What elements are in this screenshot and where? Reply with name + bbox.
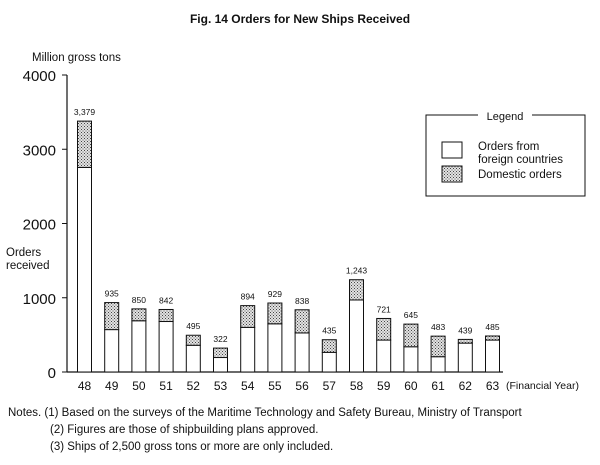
x-tick-label: 56 xyxy=(295,379,309,393)
legend-swatch-foreign xyxy=(441,141,463,159)
bar-domestic xyxy=(77,120,92,168)
legend: Legend Orders from foreign countries Dom… xyxy=(425,108,586,197)
legend-swatch-domestic xyxy=(441,165,463,183)
x-tick-label: 58 xyxy=(350,379,364,393)
bar-foreign xyxy=(403,346,419,373)
bar-foreign xyxy=(349,299,364,373)
bar-total-label: 645 xyxy=(404,310,418,320)
bar-domestic xyxy=(267,302,283,325)
bar-domestic xyxy=(158,308,174,323)
y-axis-label-line2: received xyxy=(6,260,49,272)
bar-domestic xyxy=(403,323,419,348)
x-tick-label: 54 xyxy=(241,379,255,393)
y-tick-label: 4000 xyxy=(23,68,56,85)
bar-domestic xyxy=(131,308,147,322)
bar-total-label: 495 xyxy=(186,321,200,331)
x-tick-label: 50 xyxy=(132,379,146,393)
bar-domestic xyxy=(185,334,201,346)
bar-total-label: 485 xyxy=(485,322,499,332)
x-axis-label: (Financial Year) xyxy=(506,380,579,392)
x-tick-label: 55 xyxy=(268,379,282,393)
bar-total-label: 3,379 xyxy=(74,107,96,117)
x-tick-label: 62 xyxy=(459,379,473,393)
bar-foreign xyxy=(104,329,120,373)
bar-total-label: 929 xyxy=(268,289,282,299)
bar-foreign xyxy=(213,357,228,373)
notes: Notes. (1) Based on the surveys of the M… xyxy=(8,405,522,456)
bar-foreign xyxy=(131,320,147,373)
bar-foreign xyxy=(376,339,392,373)
bar-domestic xyxy=(376,317,392,341)
x-tick-label: 59 xyxy=(377,379,391,393)
x-tick-label: 48 xyxy=(78,379,92,393)
bar-total-label: 894 xyxy=(241,292,255,302)
bar-foreign xyxy=(185,344,201,373)
x-tick-label: 60 xyxy=(404,379,418,393)
note-1: Notes. (1) Based on the surveys of the M… xyxy=(8,407,522,419)
bar-total-label: 721 xyxy=(377,304,391,314)
bar-domestic xyxy=(104,302,120,331)
bar-domestic xyxy=(240,305,256,328)
y-tick-label: 3000 xyxy=(23,142,56,159)
legend-title: Legend xyxy=(487,111,524,123)
bar-total-label: 842 xyxy=(159,295,173,305)
y-tick-label: 0 xyxy=(48,365,56,382)
bar-foreign xyxy=(485,339,500,373)
bar-domestic xyxy=(321,339,337,353)
bar-domestic xyxy=(485,335,500,341)
y-tick-label: 2000 xyxy=(23,217,56,234)
bar-domestic xyxy=(294,309,310,334)
legend-label-foreign-line2: foreign countries xyxy=(478,154,563,166)
x-tick-label: 49 xyxy=(105,379,119,393)
bar-chart: Million gross tons Orders received (Fina… xyxy=(6,52,586,393)
bar-foreign xyxy=(430,356,446,373)
bar-total-label: 838 xyxy=(295,296,309,306)
bar-domestic xyxy=(457,338,473,344)
bar-foreign xyxy=(457,342,473,373)
bar-total-label: 483 xyxy=(431,322,445,332)
chart-title: Fig. 14 Orders for New Ships Received xyxy=(189,12,411,26)
bar-foreign xyxy=(240,326,256,373)
x-tick-label: 61 xyxy=(431,379,445,393)
legend-label-domestic: Domestic orders xyxy=(478,169,562,181)
x-tick-label: 51 xyxy=(159,379,173,393)
x-tick-label: 57 xyxy=(323,379,337,393)
bar-total-label: 322 xyxy=(213,334,227,344)
bar-total-label: 935 xyxy=(105,289,119,299)
bar-foreign xyxy=(321,351,337,373)
x-tick-label: 63 xyxy=(486,379,500,393)
x-tick-label: 52 xyxy=(187,379,201,393)
bar-foreign xyxy=(158,321,174,373)
bar-foreign xyxy=(294,332,310,373)
legend-label-foreign-line1: Orders from xyxy=(478,141,539,153)
bar-domestic xyxy=(349,279,364,301)
bar-total-label: 850 xyxy=(132,295,146,305)
bar-total-label: 439 xyxy=(458,325,472,335)
bar-foreign xyxy=(77,166,92,373)
bar-total-label: 1,243 xyxy=(346,266,368,276)
bar-domestic xyxy=(430,335,446,358)
y-axis-label-line1: Orders xyxy=(6,247,41,259)
bar-domestic xyxy=(213,347,228,359)
y-unit-label: Million gross tons xyxy=(32,52,121,64)
note-2: (2) Figures are those of shipbuilding pl… xyxy=(50,424,319,436)
legend-title-bg xyxy=(478,108,532,122)
y-tick-label: 1000 xyxy=(23,291,56,308)
note-3: (3) Ships of 2,500 gross tons or more ar… xyxy=(50,441,334,453)
x-tick-label: 53 xyxy=(214,379,228,393)
bar-total-label: 435 xyxy=(322,326,336,336)
bar-foreign xyxy=(267,323,283,373)
